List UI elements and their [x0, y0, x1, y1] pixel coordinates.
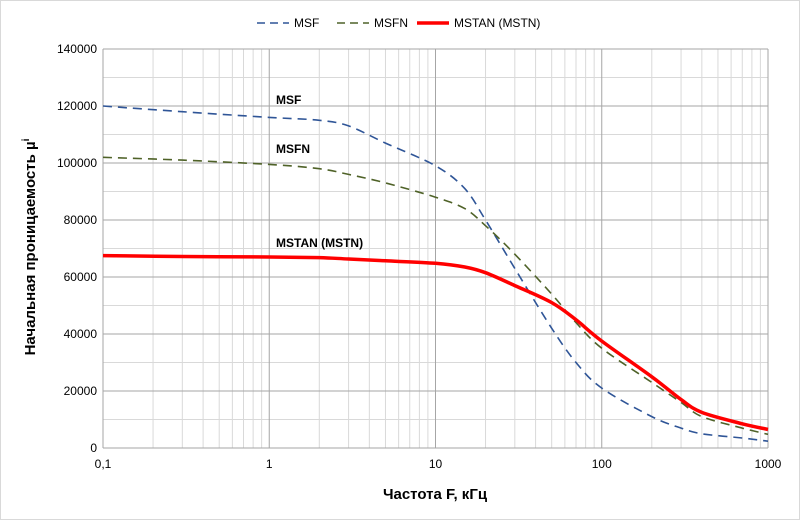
- y-axis-label: Начальная проницаемость µi: [21, 138, 39, 355]
- x-tick-label: 0,1: [95, 457, 112, 471]
- y-tick-label: 20000: [64, 384, 98, 398]
- annotation-mstan: MSTAN (MSTN): [276, 236, 363, 250]
- series-line-msfn: [102, 156, 769, 436]
- x-axis-label: Частота F, кГц: [383, 486, 488, 503]
- y-tick-label: 0: [90, 441, 97, 455]
- legend-label-mstan: MSTAN (MSTN): [454, 16, 540, 30]
- legend: MSF MSFN MSTAN (MSTN): [257, 16, 540, 30]
- series-line-msf: [102, 105, 769, 442]
- x-tick-labels: 0,1 1 10 100 1000: [95, 457, 782, 471]
- y-tick-label: 40000: [64, 327, 98, 341]
- y-tick-label: 120000: [57, 99, 97, 113]
- legend-label-msfn: MSFN: [374, 16, 408, 30]
- x-tick-label: 10: [429, 457, 443, 471]
- y-axis-label-superscript: i: [21, 138, 32, 141]
- series-annotations: MSF MSFN MSTAN (MSTN): [276, 93, 363, 250]
- y-tick-labels: 0 20000 40000 60000 80000 100000 120000 140000: [57, 42, 97, 455]
- legend-label-msf: MSF: [294, 16, 319, 30]
- major-gridlines: [102, 48, 769, 449]
- y-tick-label: 140000: [57, 42, 97, 56]
- x-tick-label: 100: [592, 457, 612, 471]
- x-tick-label: 1000: [755, 457, 782, 471]
- series-lines: [102, 105, 769, 442]
- annotation-msf: MSF: [276, 93, 301, 107]
- series-line-mstan: [102, 253, 769, 432]
- y-tick-label: 100000: [57, 156, 97, 170]
- y-axis-label-main: Начальная проницаемость µ: [22, 141, 39, 355]
- y-tick-label: 60000: [64, 270, 98, 284]
- x-tick-label: 1: [266, 457, 273, 471]
- y-tick-label: 80000: [64, 213, 98, 227]
- annotation-msfn: MSFN: [276, 142, 310, 156]
